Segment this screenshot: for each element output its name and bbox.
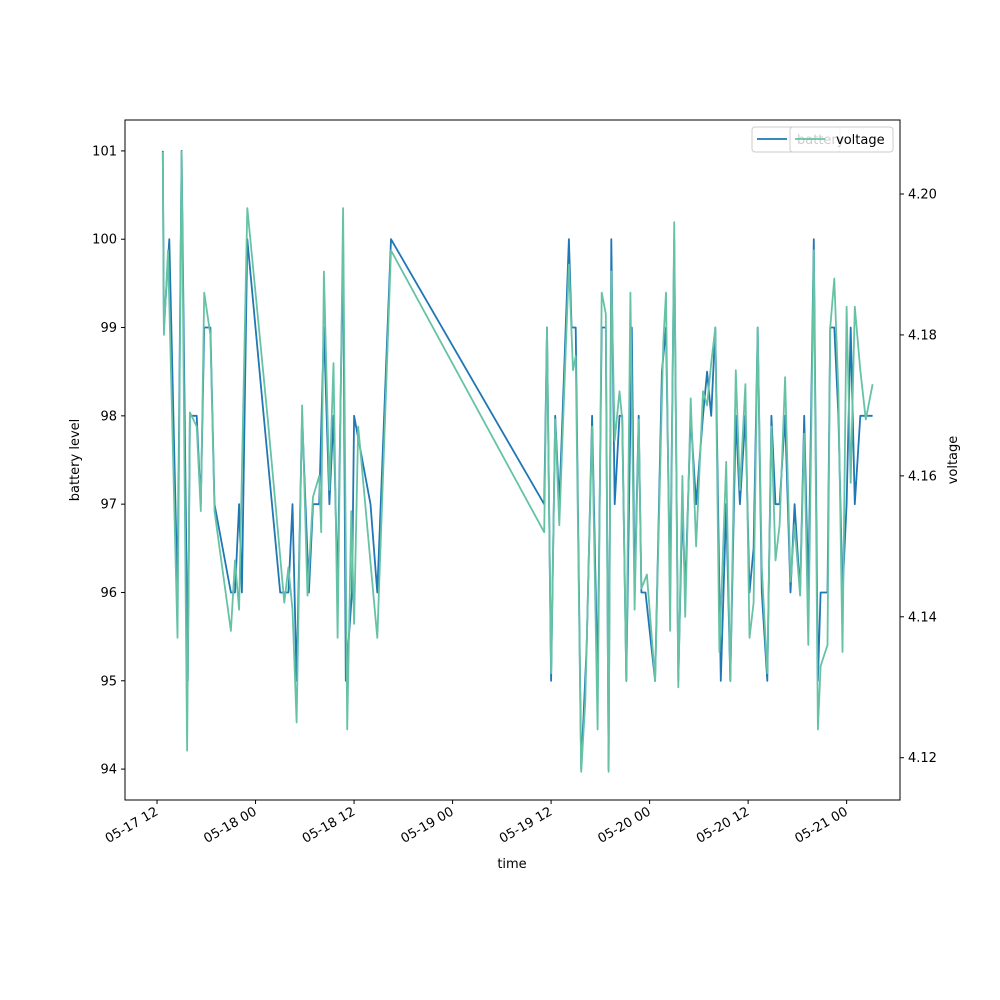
y-axis-right: 4.12 4.14 4.16 4.18 4.20 [900,187,937,766]
legend-voltage-box [789,126,894,153]
y-right-tick-label: 4.20 [908,187,937,202]
legend-voltage: voltage [789,126,894,153]
y-left-tick-label: 95 [100,674,117,689]
series-layer [161,149,874,773]
y-right-tick-label: 4.14 [908,610,937,625]
y-axis-left: 94 95 96 97 98 99 100 101 [92,144,125,778]
y-left-tick-label: 98 [100,409,117,424]
y-left-tick-label: 101 [92,144,117,159]
y-axis-left-label: battery level [68,419,83,502]
plot-area-frame [124,119,901,801]
y-left-tick-label: 96 [100,586,117,601]
y-left-tick-label: 94 [100,763,117,778]
y-right-tick-label: 4.18 [908,328,937,343]
legend-voltage-label: voltage [836,133,885,148]
y-left-tick-label: 99 [100,321,117,336]
x-axis-label: time [497,857,526,872]
y-left-tick-label: 100 [92,233,117,248]
y-right-tick-label: 4.12 [908,751,937,766]
y-left-tick-label: 97 [100,498,117,513]
y-axis-right-label: voltage [946,436,961,485]
y-right-tick-label: 4.16 [908,469,937,484]
series-line-voltage [161,150,874,773]
